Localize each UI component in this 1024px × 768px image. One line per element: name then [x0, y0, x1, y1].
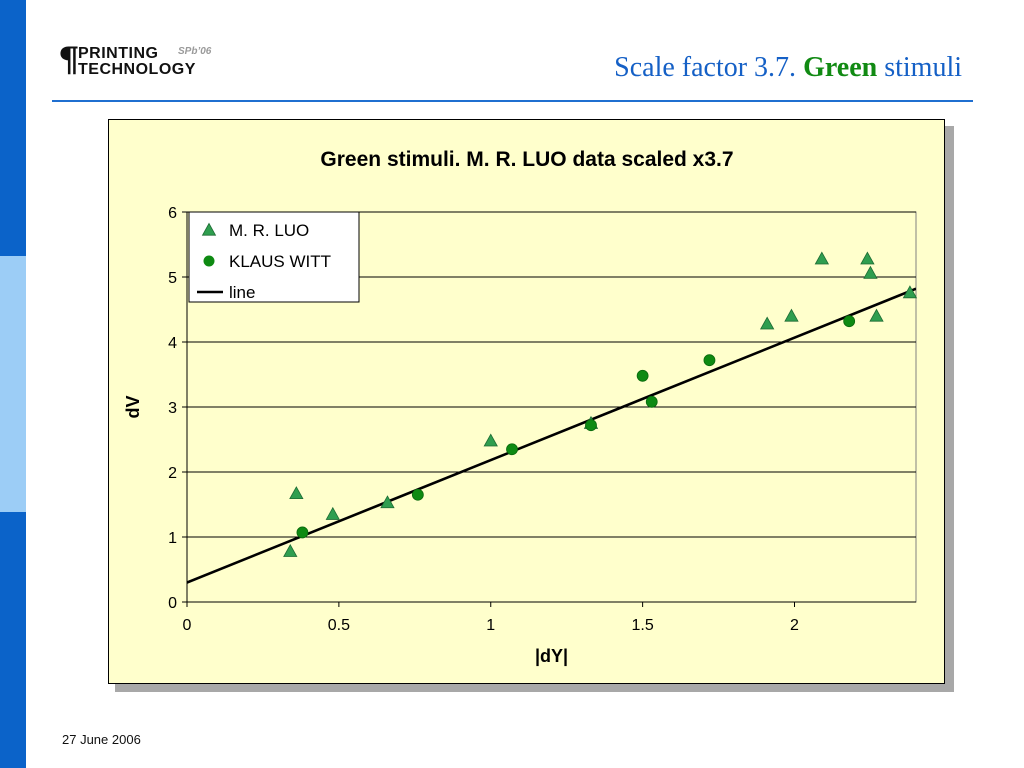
side-bar-middle: [0, 256, 26, 512]
legend-box: [188, 211, 360, 303]
logo-pilcrow: ¶: [58, 40, 80, 80]
witt-point: [703, 354, 716, 367]
legend-symbol-witt: [203, 255, 215, 267]
y-tick-label: 5: [168, 270, 177, 287]
witt-point: [296, 526, 309, 539]
luo-point: [380, 495, 395, 509]
side-bar-bottom: [0, 512, 26, 768]
x-tick-label: 0: [183, 617, 192, 634]
legend-label: M. R. LUO: [229, 221, 309, 240]
y-tick-label: 6: [168, 205, 177, 222]
chart-frame: Green stimuli. M. R. LUO data scaled x3.…: [108, 119, 945, 684]
x-tick-label: 2: [790, 617, 799, 634]
y-tick-label: 0: [168, 595, 177, 612]
fit-line: [187, 287, 916, 584]
luo-point: [289, 486, 304, 500]
luo-point: [860, 251, 875, 265]
witt-point: [636, 369, 649, 382]
luo-point: [325, 506, 340, 520]
x-tick-label: 1.5: [632, 617, 654, 634]
y-tick-label: 3: [168, 400, 177, 417]
y-tick-label: 4: [168, 335, 177, 352]
legend-symbol-luo: [201, 222, 217, 236]
slide-title-accent: Green: [803, 52, 878, 83]
chart-title: Green stimuli. M. R. LUO data scaled x3.…: [320, 148, 733, 171]
luo-point: [863, 265, 878, 279]
luo-point: [759, 316, 775, 330]
legend-label: KLAUS WITT: [229, 252, 331, 271]
witt-point: [411, 488, 424, 501]
luo-point: [483, 433, 498, 447]
witt-point: [585, 419, 597, 432]
luo-point: [869, 308, 884, 322]
x-axis-label: |dY|: [535, 646, 568, 666]
luo-point: [814, 251, 830, 265]
y-tick-label: 1: [168, 530, 177, 547]
legend-label: line: [229, 283, 255, 302]
x-tick-label: 1: [486, 617, 495, 634]
slide-title-suffix: stimuli: [877, 52, 962, 83]
luo-point: [283, 543, 298, 557]
logo-subtitle: SPb’06: [178, 46, 212, 57]
side-bar-top: [0, 0, 26, 256]
luo-point: [784, 308, 799, 322]
x-tick-label: 0.5: [328, 617, 350, 634]
y-tick-label: 2: [168, 465, 177, 482]
slide-title: Scale factor 3.7. Green stimuli: [614, 52, 962, 84]
footer-date: 27 June 2006: [62, 732, 141, 747]
luo-point: [902, 285, 918, 299]
witt-point: [645, 395, 658, 408]
printing-technology-logo: ¶ PRINTING TECHNOLOGY SPb’06: [58, 40, 228, 80]
title-rule: [52, 100, 973, 102]
witt-point: [843, 315, 856, 328]
logo-line-printing: PRINTING: [78, 45, 159, 62]
y-axis-label: dV: [123, 395, 143, 418]
logo-line-technology: TECHNOLOGY: [78, 61, 196, 78]
slide-title-prefix: Scale factor 3.7.: [614, 52, 804, 83]
scatter-chart: Green stimuli. M. R. LUO data scaled x3.…: [123, 148, 918, 666]
witt-point: [506, 443, 518, 456]
